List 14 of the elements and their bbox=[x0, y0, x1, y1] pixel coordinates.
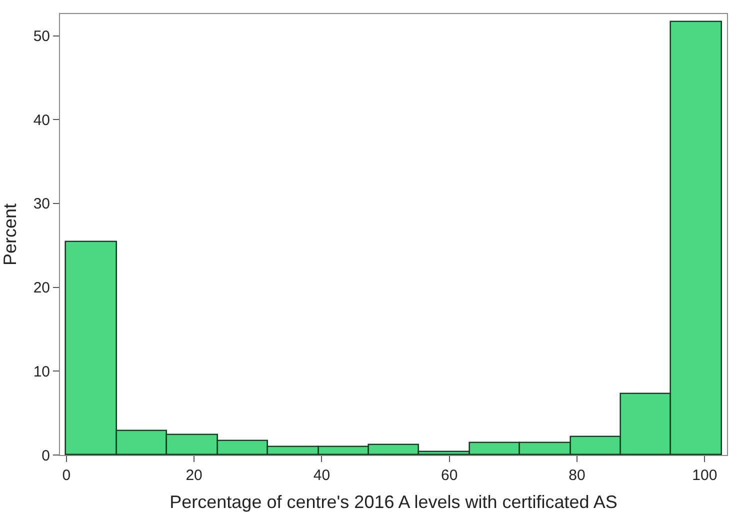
y-axis-title: Percent bbox=[0, 203, 20, 266]
x-tick-label: 60 bbox=[441, 467, 458, 484]
y-tick-label: 30 bbox=[33, 196, 50, 213]
y-tick-label: 50 bbox=[33, 28, 50, 46]
x-tick-label: 100 bbox=[692, 467, 718, 484]
x-tick-label: 80 bbox=[568, 467, 586, 484]
x-axis-title: Percentage of centre's 2016 A levels with certificated AS bbox=[170, 492, 618, 512]
y-tick-label: 0 bbox=[42, 447, 50, 464]
x-tick-label: 20 bbox=[186, 467, 202, 484]
y-tick-label: 20 bbox=[33, 280, 50, 297]
y-tick-label: 40 bbox=[33, 112, 50, 129]
x-tick-label: 40 bbox=[313, 467, 330, 484]
x-tick-label: 0 bbox=[62, 467, 71, 484]
y-tick-label: 10 bbox=[33, 363, 50, 380]
